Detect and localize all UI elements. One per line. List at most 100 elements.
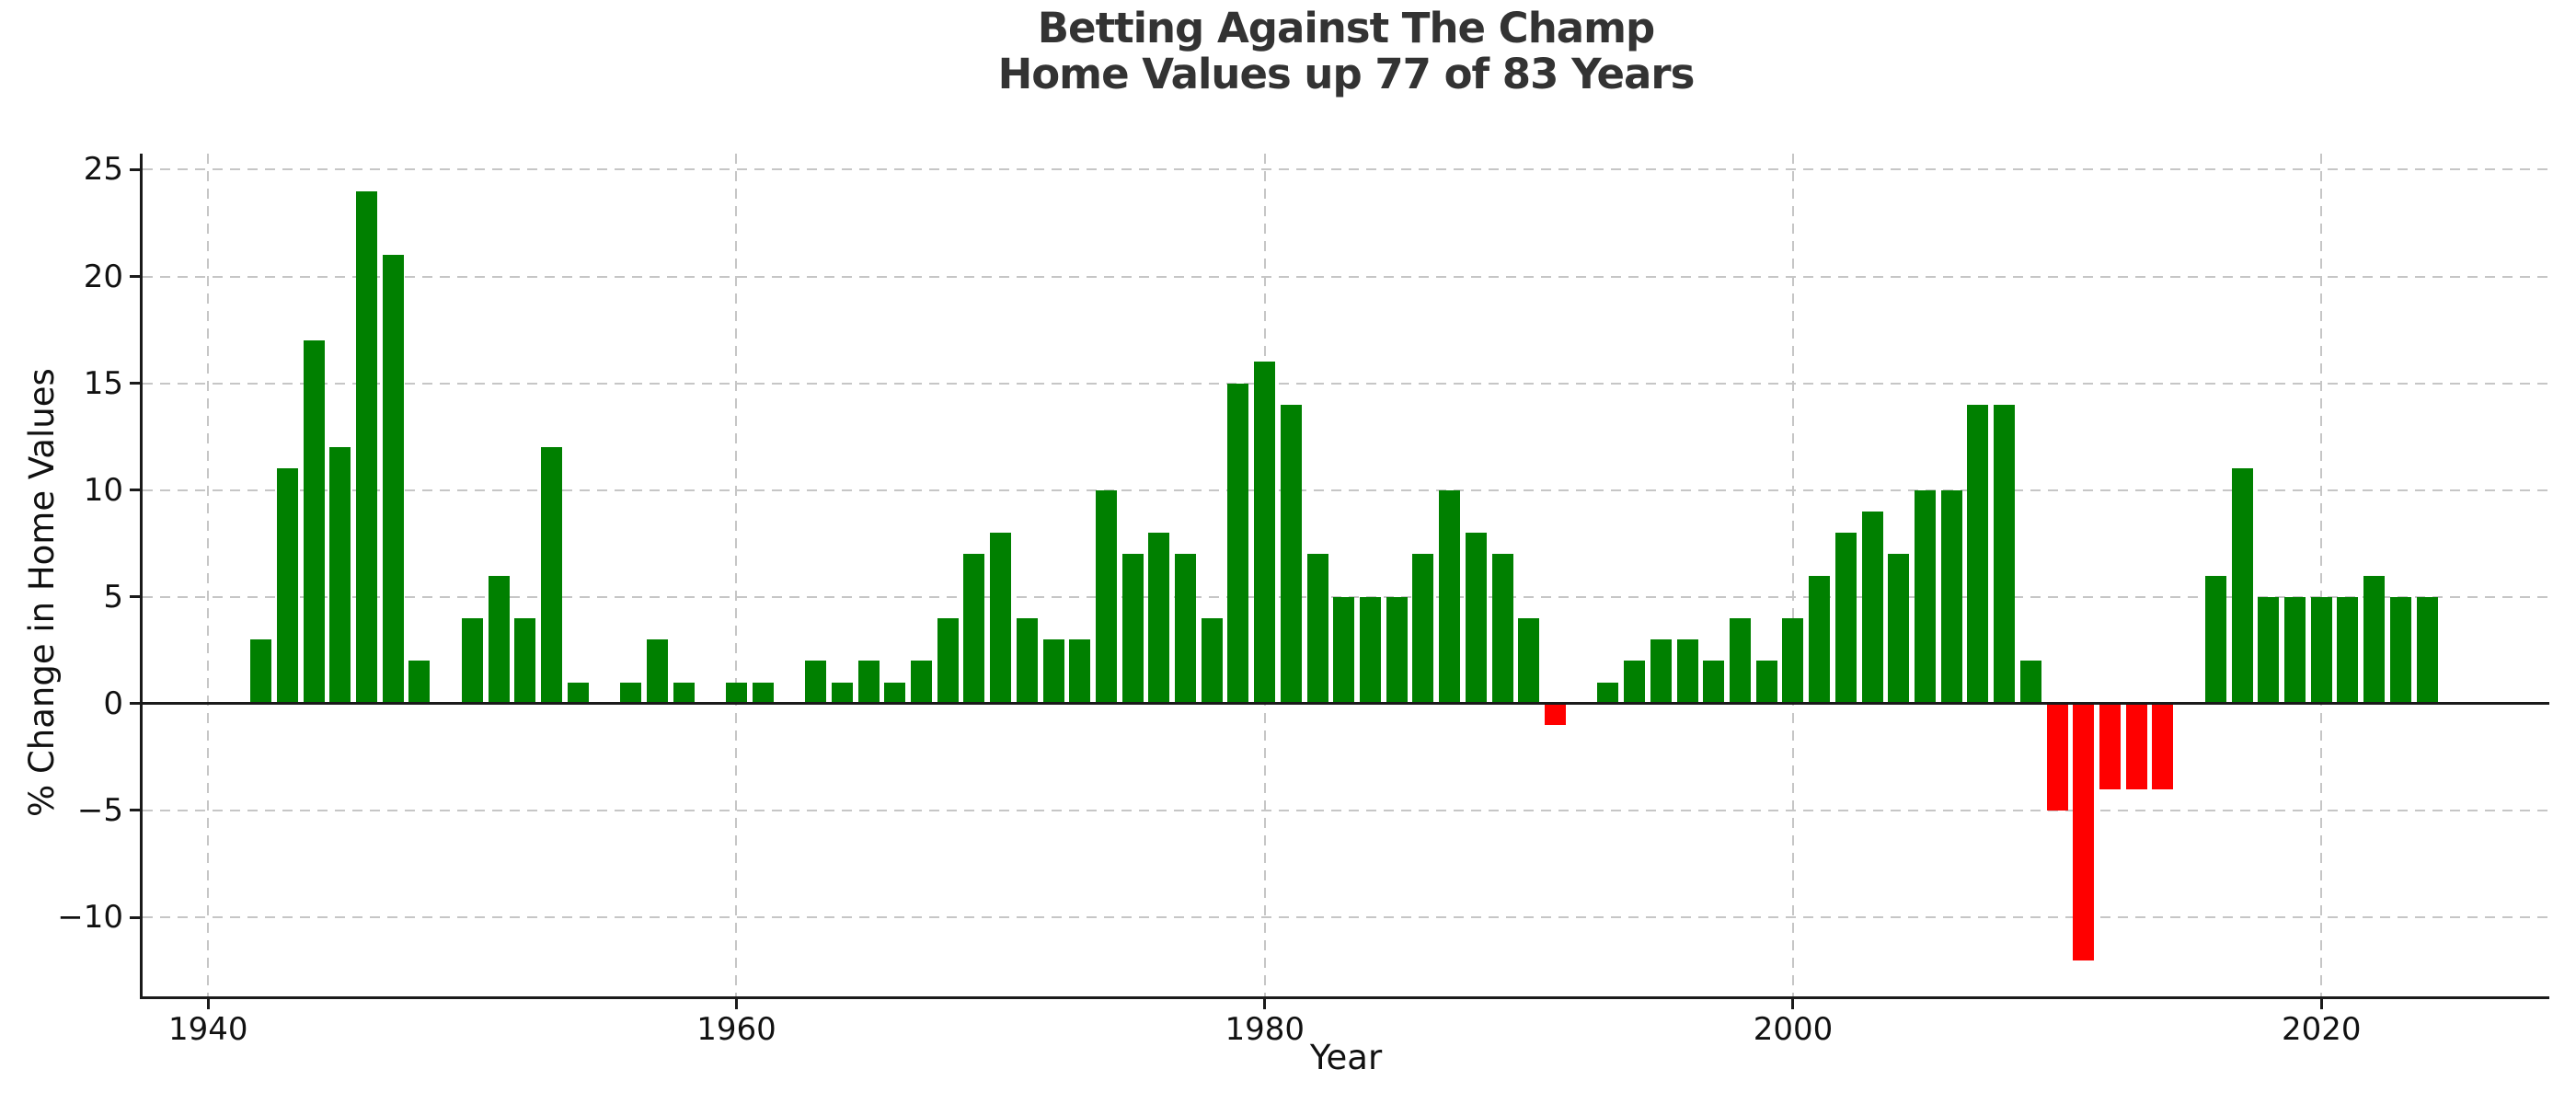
bar-1975 (1121, 554, 1144, 704)
bar-1943 (276, 468, 298, 704)
bar-2019 (2283, 596, 2306, 704)
bar-1942 (250, 639, 272, 704)
bar-2002 (1834, 533, 1857, 704)
bar-1993 (1597, 682, 1619, 704)
y-gridline-25 (143, 168, 2549, 171)
bar-2007 (1967, 404, 1989, 704)
x-gridline-2000 (1791, 154, 1794, 996)
bar-1956 (620, 682, 642, 704)
y-tick-label-5: 5 (103, 578, 123, 615)
bar-1973 (1069, 639, 1091, 704)
bar-2017 (2231, 468, 2253, 704)
y-tick-label-25: 25 (83, 151, 123, 189)
x-gridline-2020 (2320, 154, 2323, 996)
bar-1944 (303, 340, 325, 704)
bar-1990 (1518, 618, 1540, 704)
bar-1986 (1412, 554, 1434, 704)
bar-1952 (514, 618, 536, 704)
bar-2010 (2046, 703, 2068, 811)
bar-1960 (725, 682, 747, 704)
bar-1991 (1545, 703, 1567, 726)
bar-1969 (963, 554, 985, 704)
zero-line (143, 702, 2549, 706)
y-tick-label-15: 15 (83, 364, 123, 402)
bar-1970 (990, 533, 1012, 704)
bar-2023 (2389, 596, 2411, 704)
bar-1945 (329, 447, 351, 704)
y-tick-label--5: −5 (76, 791, 123, 829)
bar-1981 (1280, 404, 1302, 704)
bar-2006 (1940, 489, 1962, 704)
bar-1996 (1676, 639, 1698, 704)
y-gridline--10 (143, 916, 2549, 919)
bar-1976 (1148, 533, 1170, 704)
x-tick-label-2000: 2000 (1753, 1011, 1834, 1048)
y-gridline-20 (143, 275, 2549, 278)
bar-1977 (1175, 554, 1197, 704)
bar-1971 (1016, 618, 1038, 704)
bar-1982 (1306, 554, 1328, 704)
bar-1967 (910, 661, 932, 704)
bar-1984 (1360, 596, 1382, 704)
bar-1947 (382, 255, 404, 704)
bar-1979 (1227, 383, 1249, 704)
bar-2021 (2337, 596, 2359, 704)
bar-1957 (646, 639, 668, 704)
bar-2000 (1782, 618, 1804, 704)
bar-1966 (884, 682, 906, 704)
bar-1985 (1386, 596, 1408, 704)
bar-1999 (1755, 661, 1777, 704)
bar-2013 (2125, 703, 2147, 789)
x-tick-label-2020: 2020 (2281, 1011, 2362, 1048)
bar-2004 (1888, 554, 1910, 704)
bar-2022 (2363, 575, 2386, 704)
bar-1948 (408, 661, 431, 704)
bar-1961 (752, 682, 774, 704)
bar-1951 (488, 575, 510, 704)
bar-1963 (805, 661, 827, 704)
y-tick-label-20: 20 (83, 258, 123, 295)
x-axis-label: Year (1309, 1038, 1383, 1077)
left-spine (140, 154, 143, 999)
chart-title-line1: Betting Against The Champ (1037, 4, 1655, 52)
y-gridline-15 (143, 382, 2549, 385)
bar-2008 (1994, 404, 2016, 704)
bar-2012 (2099, 703, 2121, 789)
bar-1978 (1201, 618, 1223, 704)
bar-1997 (1703, 661, 1725, 704)
x-tick-2020 (2319, 996, 2323, 1009)
x-tick-1940 (206, 996, 210, 1009)
bar-2011 (2073, 703, 2095, 960)
bar-2005 (1915, 489, 1937, 704)
bar-1964 (831, 682, 853, 704)
bar-2001 (1809, 575, 1831, 704)
y-tick-10 (130, 489, 143, 492)
bar-1994 (1624, 661, 1646, 704)
bar-1998 (1730, 618, 1752, 704)
bar-2024 (2416, 596, 2438, 704)
bar-1988 (1465, 533, 1487, 704)
y-tick--5 (130, 809, 143, 812)
chart-title-line2: Home Values up 77 of 83 Years (997, 50, 1696, 98)
y-tick-label-10: 10 (83, 471, 123, 509)
bar-1972 (1042, 639, 1064, 704)
x-gridline-1940 (207, 154, 210, 996)
x-tick-1960 (734, 996, 738, 1009)
x-gridline-1960 (735, 154, 738, 996)
bar-1989 (1491, 554, 1513, 704)
y-tick-label-0: 0 (103, 684, 123, 722)
y-tick-0 (130, 702, 143, 706)
x-tick-1980 (1263, 996, 1267, 1009)
x-tick-label-1980: 1980 (1225, 1011, 1305, 1048)
x-tick-2000 (1791, 996, 1795, 1009)
bar-1983 (1333, 596, 1355, 704)
bar-1965 (857, 661, 880, 704)
bar-1946 (355, 190, 377, 704)
bar-1950 (461, 618, 483, 704)
bar-1953 (540, 447, 562, 704)
bar-2016 (2204, 575, 2226, 704)
y-gridline-10 (143, 489, 2549, 491)
y-tick-5 (130, 595, 143, 599)
